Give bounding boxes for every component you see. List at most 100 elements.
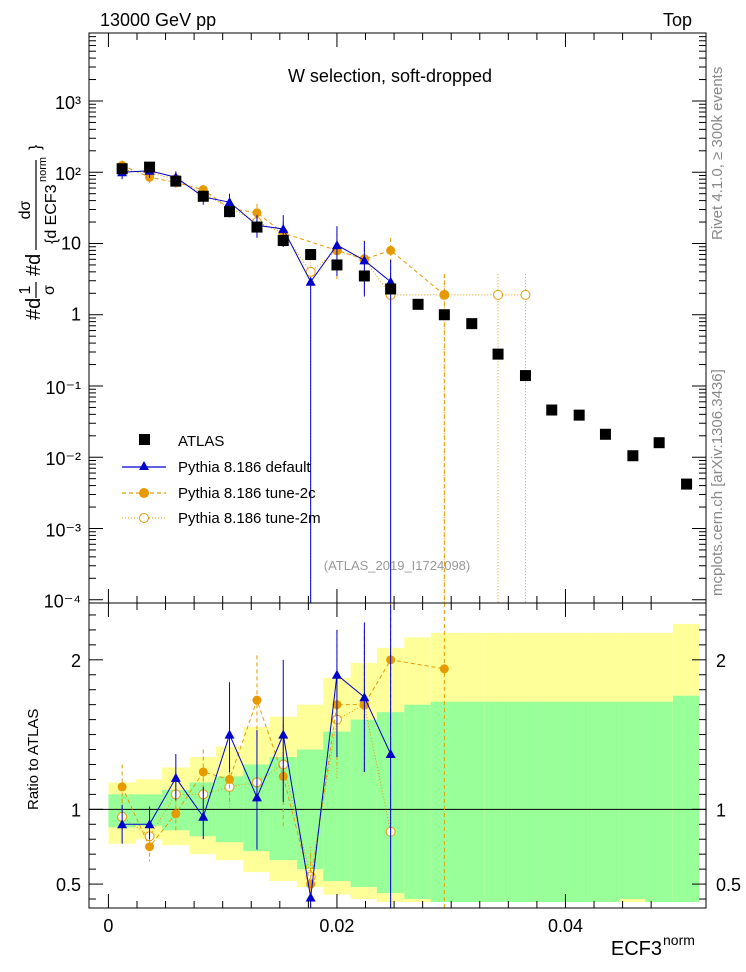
main-atlas-point [653, 437, 665, 449]
legend-label-atlas: ATLAS [178, 433, 224, 450]
main-y-tick-label: 1 [71, 305, 81, 325]
x-tick-label: 0 [103, 916, 113, 936]
legend-marker-default [139, 461, 149, 470]
main-default-point [331, 240, 342, 250]
svg-text:#d: #d [23, 254, 45, 276]
x-tick-label: 0.04 [548, 916, 583, 936]
band-stat-bin [350, 719, 377, 888]
ratio-tune2c-point [145, 842, 155, 852]
band-stat-bin [484, 701, 512, 903]
ratio-default-point [117, 819, 128, 829]
main-atlas-point [277, 235, 289, 247]
main-atlas-point [412, 298, 424, 310]
rivet-label: Rivet 4.1.0, ≥ 300k events [709, 67, 726, 240]
svg-text:dσ: dσ [17, 200, 34, 219]
band-stat-bin [645, 701, 673, 903]
main-tune2m-line [122, 169, 526, 296]
main-atlas-point [170, 175, 182, 187]
main-y-tick-label: 10⁻³ [45, 520, 81, 540]
svg-text:#d: #d [23, 298, 45, 320]
main-y-tick-label: 10³ [55, 93, 81, 113]
svg-text:norm: norm [37, 157, 49, 182]
legend-marker-atlas [139, 434, 150, 445]
legend-label-tune2m: Pythia 8.186 tune-2m [178, 510, 321, 527]
main-atlas-point [466, 318, 478, 330]
main-atlas-point [251, 221, 263, 233]
main-series-layer [116, 160, 693, 603]
ratio-tune2c-point [252, 695, 262, 705]
main-atlas-point [599, 428, 611, 440]
main-default-point [278, 223, 289, 233]
main-tune2c-point [252, 208, 262, 218]
main-tune2m-point [493, 289, 504, 300]
main-atlas-point [116, 163, 128, 175]
band-stat-bin [404, 704, 431, 900]
mcplots-label: mcplots.cern.ch [arXiv:1306.3436] [709, 369, 726, 596]
main-atlas-point [358, 270, 370, 282]
main-tune2c-point [386, 245, 396, 255]
ratio-series-layer [117, 603, 449, 908]
x-axis-label-sup: norm [663, 932, 695, 948]
energy-label: 13000 GeV pp [100, 10, 216, 30]
main-default-point [305, 276, 316, 286]
ratio-tune2c-point [171, 809, 181, 819]
category-label: Top [663, 10, 692, 30]
x-axis-label: ECF3 [611, 938, 662, 960]
ratio-tune2c-point [198, 767, 208, 777]
ratio-tune2c-line [121, 659, 445, 885]
main-atlas-point [546, 404, 558, 416]
band-stat-bin [565, 701, 592, 903]
legend-marker-tune2m [139, 513, 149, 523]
ratio-tune2c-point [117, 782, 127, 792]
legend-label-default: Pythia 8.186 default [178, 459, 311, 476]
ratio-uncertainty-bands [108, 623, 700, 903]
chart-title: W selection, soft-dropped [288, 66, 492, 86]
ratio-y-tick-label-right: 1 [716, 800, 726, 820]
band-stat-bin [591, 701, 620, 903]
x-tick-label: 0.02 [319, 916, 354, 936]
ratio-y-axis-label: Ratio to ATLAS [25, 709, 42, 810]
ratio-default-point [198, 811, 209, 821]
tick-marks: 10⁻⁴ 10⁻³ 10⁻² 10⁻¹ 1 10 10² 10³ 0 0.02 0.04 0.5 0.5… [44, 33, 741, 936]
main-atlas-point [224, 206, 236, 218]
ratio-default-point [170, 772, 181, 782]
ratio-y-tick-label-right: 0.5 [716, 875, 741, 895]
ratio-default-point [305, 892, 316, 902]
legend: ATLAS Pythia 8.186 default Pythia 8.186 … [122, 433, 321, 527]
band-stat-bin [538, 701, 566, 903]
main-tune2c-point [439, 290, 449, 300]
legend-label-tune2c: Pythia 8.186 tune-2c [178, 485, 316, 502]
main-y-tick-label: 10⁻⁴ [44, 592, 81, 612]
analysis-label: (ATLAS_2019_I1724098) [324, 558, 470, 573]
ratio-default-point [224, 729, 235, 739]
band-stat-bin [619, 701, 646, 900]
main-y-tick-label: 10⁻¹ [45, 378, 81, 398]
main-atlas-point [519, 370, 531, 382]
main-y-tick-label: 10² [55, 164, 81, 184]
ratio-default-point [144, 819, 155, 829]
band-stat-bin [458, 701, 485, 903]
main-y-tick-label: 10⁻² [45, 449, 81, 469]
ratio-default-point [278, 729, 289, 739]
main-atlas-point [144, 161, 156, 173]
main-atlas-point [197, 190, 209, 202]
main-default-point [224, 197, 235, 207]
legend-marker-tune2c [139, 488, 149, 498]
main-y-tick-label: 10 [61, 233, 81, 253]
main-atlas-point [627, 450, 639, 462]
main-default-point [359, 255, 370, 265]
band-stat-bin [511, 701, 539, 903]
main-atlas-point [492, 348, 504, 360]
ratio-y-tick-label-right: 2 [716, 651, 726, 671]
ratio-y-tick-label: 0.5 [56, 875, 81, 895]
ratio-default-point [331, 669, 342, 679]
svg-text:}: } [27, 144, 44, 150]
ratio-tune2c-point [439, 664, 449, 674]
main-y-axis-label: #d 1 σ #d dσ {d ECF3 norm } [17, 144, 60, 320]
svg-text:{d ECF3: {d ECF3 [43, 184, 60, 244]
main-atlas-point [573, 409, 585, 421]
ratio-default-point [385, 749, 396, 759]
band-stat-bin [672, 695, 700, 903]
ratio-default-point [251, 792, 262, 802]
